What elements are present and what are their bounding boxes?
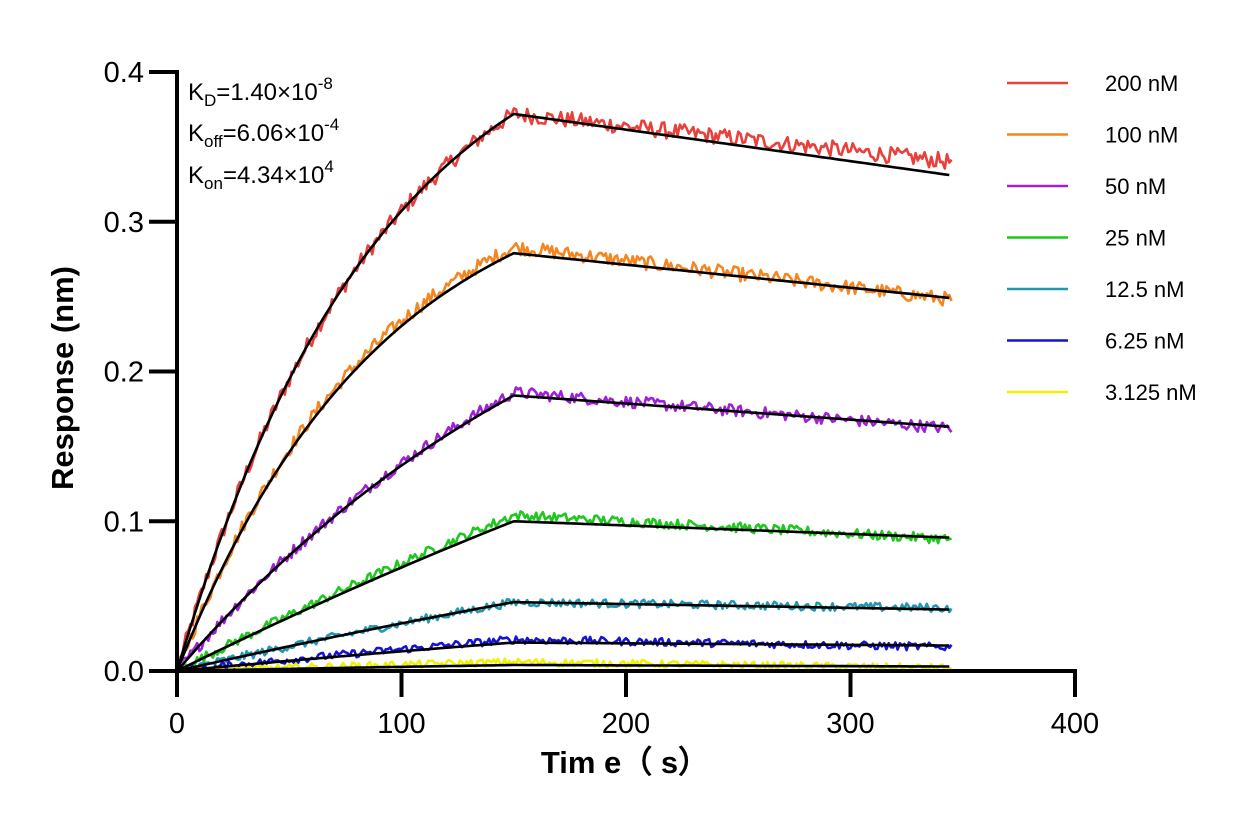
x-tick-label: 0 <box>169 708 185 740</box>
legend-item-12-5-nm: 12.5 nM <box>1007 277 1185 302</box>
legend-item-200-nm: 200 nM <box>1007 71 1178 96</box>
y-tick-label: 0.4 <box>104 57 144 89</box>
x-tick-label: 300 <box>826 708 874 740</box>
legend-item-25-nm: 25 nM <box>1007 226 1166 251</box>
legend-item-6-25-nm: 6.25 nM <box>1007 329 1185 354</box>
kd-annotation: KD=1.40×10-8 <box>188 74 333 110</box>
x-tick-label: 400 <box>1051 708 1099 740</box>
legend-item-100-nm: 100 nM <box>1007 123 1178 148</box>
y-tick-label: 0.3 <box>104 207 144 239</box>
y-tick-label: 0.2 <box>104 357 144 389</box>
data-layer <box>178 107 953 673</box>
x-tick-label: 100 <box>377 708 425 740</box>
legend-label: 6.25 nM <box>1105 329 1185 354</box>
y-tick-label: 0.0 <box>104 656 144 688</box>
legend-label: 3.125 nM <box>1105 380 1197 405</box>
y-axis-title: Response (nm) <box>45 266 80 490</box>
legend-item-3-125-nm: 3.125 nM <box>1007 380 1197 405</box>
series-6-25-nm-fit-line <box>176 641 950 673</box>
legend: 200 nM 100 nM 50 nM 25 nM 12.5 nM 6.25 nM 3.12… <box>1007 71 1197 405</box>
legend-label: 200 nM <box>1105 71 1178 96</box>
series-12-5-nm-fit-line <box>176 600 950 673</box>
legend-label: 25 nM <box>1105 226 1166 251</box>
series-50-nm-fit-line <box>176 394 950 672</box>
legend-label: 100 nM <box>1105 123 1178 148</box>
series-100-nm-data-line <box>178 242 953 660</box>
series-100-nm-fit-line <box>175 251 950 672</box>
x-tick-label: 200 <box>602 708 650 740</box>
series-3-125-nm-fit-line <box>176 663 950 673</box>
koff-annotation: Koff=6.06×10-4 <box>188 115 339 151</box>
series-200-nm-data-line <box>178 107 953 662</box>
y-tick-label: 0.1 <box>104 506 144 538</box>
fit-layer <box>175 112 950 673</box>
kinetics-annotations: KD=1.40×10-8 Koff=6.06×10-4 Kon=4.34×104 <box>188 74 339 193</box>
legend-item-50-nm: 50 nM <box>1007 174 1166 199</box>
kon-annotation: Kon=4.34×104 <box>188 157 334 193</box>
legend-label: 50 nM <box>1105 174 1166 199</box>
axes: 0 100 200 300 400 0.0 0.1 0.2 0.3 0.4 <box>104 57 1100 740</box>
series-200-nm-fit-line <box>175 112 950 672</box>
x-axis-title: Tim e（ s） <box>541 745 709 780</box>
series-6-25-nm-data-line <box>178 635 953 673</box>
legend-label: 12.5 nM <box>1105 277 1185 302</box>
series-12-5-nm-data-line <box>178 597 953 673</box>
series-50-nm-data-line <box>178 386 953 665</box>
series-25-nm-fit-line <box>176 519 950 673</box>
